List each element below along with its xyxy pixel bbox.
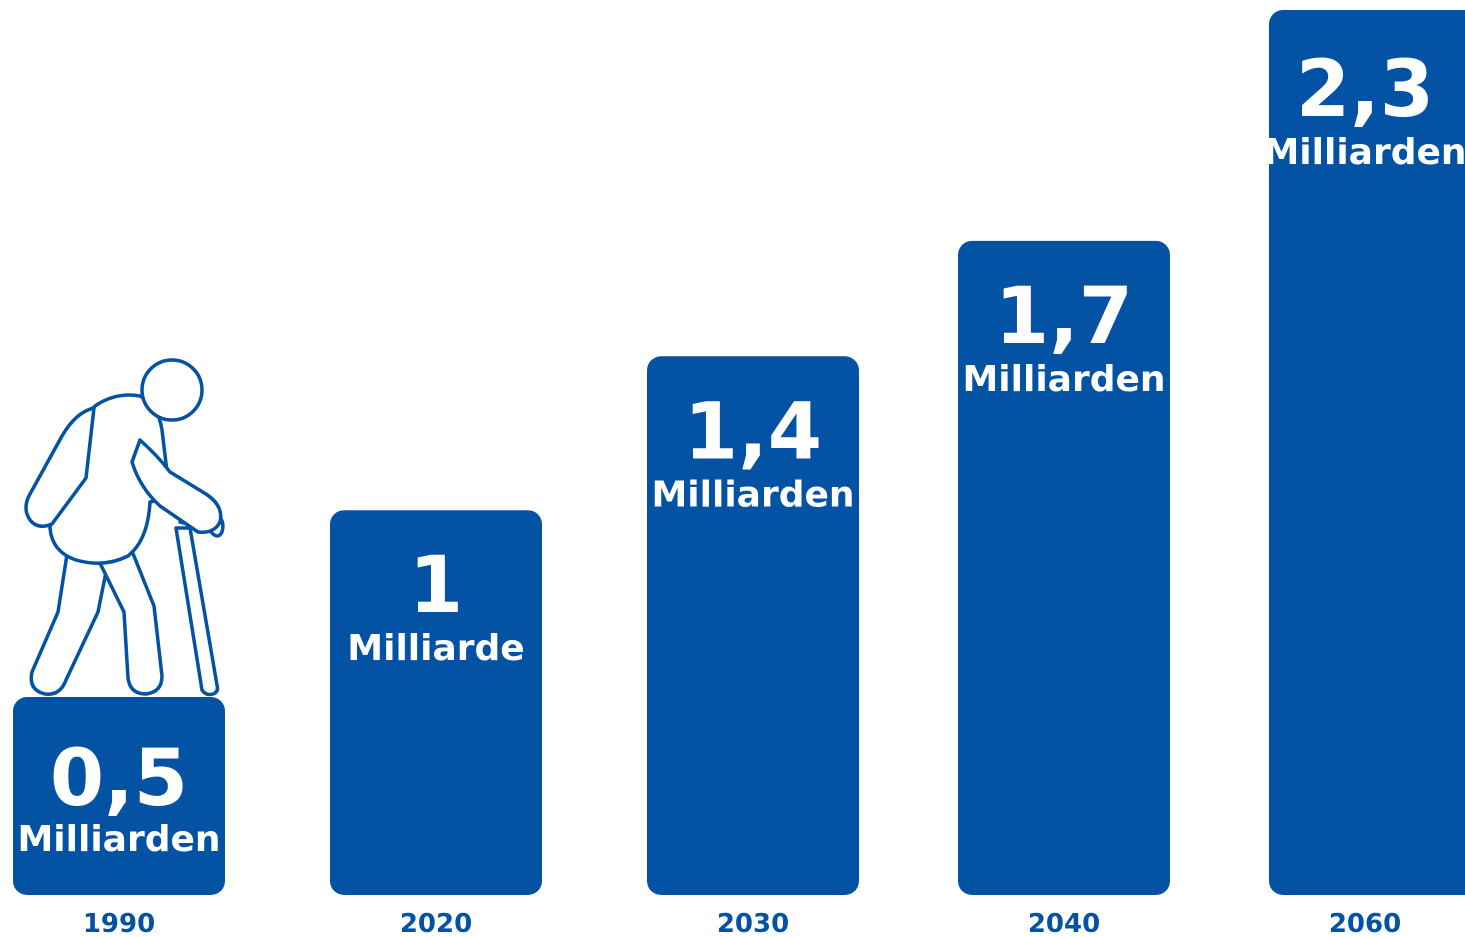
bar (647, 356, 859, 896)
x-tick-label: 2060 (1329, 909, 1401, 937)
bar-value-label: 1 (409, 541, 463, 631)
bar-unit-label: Milliarden (1263, 132, 1465, 173)
bars-group: 0,5Milliarden1Milliarde1,4Milliarden1,7M… (13, 10, 1465, 896)
x-tick-label: 2020 (400, 909, 472, 937)
bar-value-label: 2,3 (1296, 45, 1434, 135)
bar-value-label: 1,4 (684, 387, 822, 477)
bar-unit-label: Milliarden (651, 474, 854, 515)
bar-value-label: 1,7 (995, 272, 1133, 362)
x-tick-label: 1990 (83, 909, 155, 937)
bar (330, 510, 542, 895)
bar (13, 697, 225, 895)
bar-value-label: 0,5 (50, 734, 188, 824)
bar-unit-label: Milliarden (962, 359, 1165, 400)
bar-unit-label: Milliarde (347, 628, 524, 669)
bar (1269, 10, 1465, 895)
x-tick-label: 2030 (717, 909, 789, 937)
bar-unit-label: Milliarden (17, 819, 220, 860)
x-tick-label: 2040 (1028, 909, 1100, 937)
bar (958, 240, 1170, 895)
x-axis-ticks: 1990 2020 2030 2040 2060 (83, 909, 1401, 937)
elderly-person-with-cane-icon (24, 358, 225, 697)
